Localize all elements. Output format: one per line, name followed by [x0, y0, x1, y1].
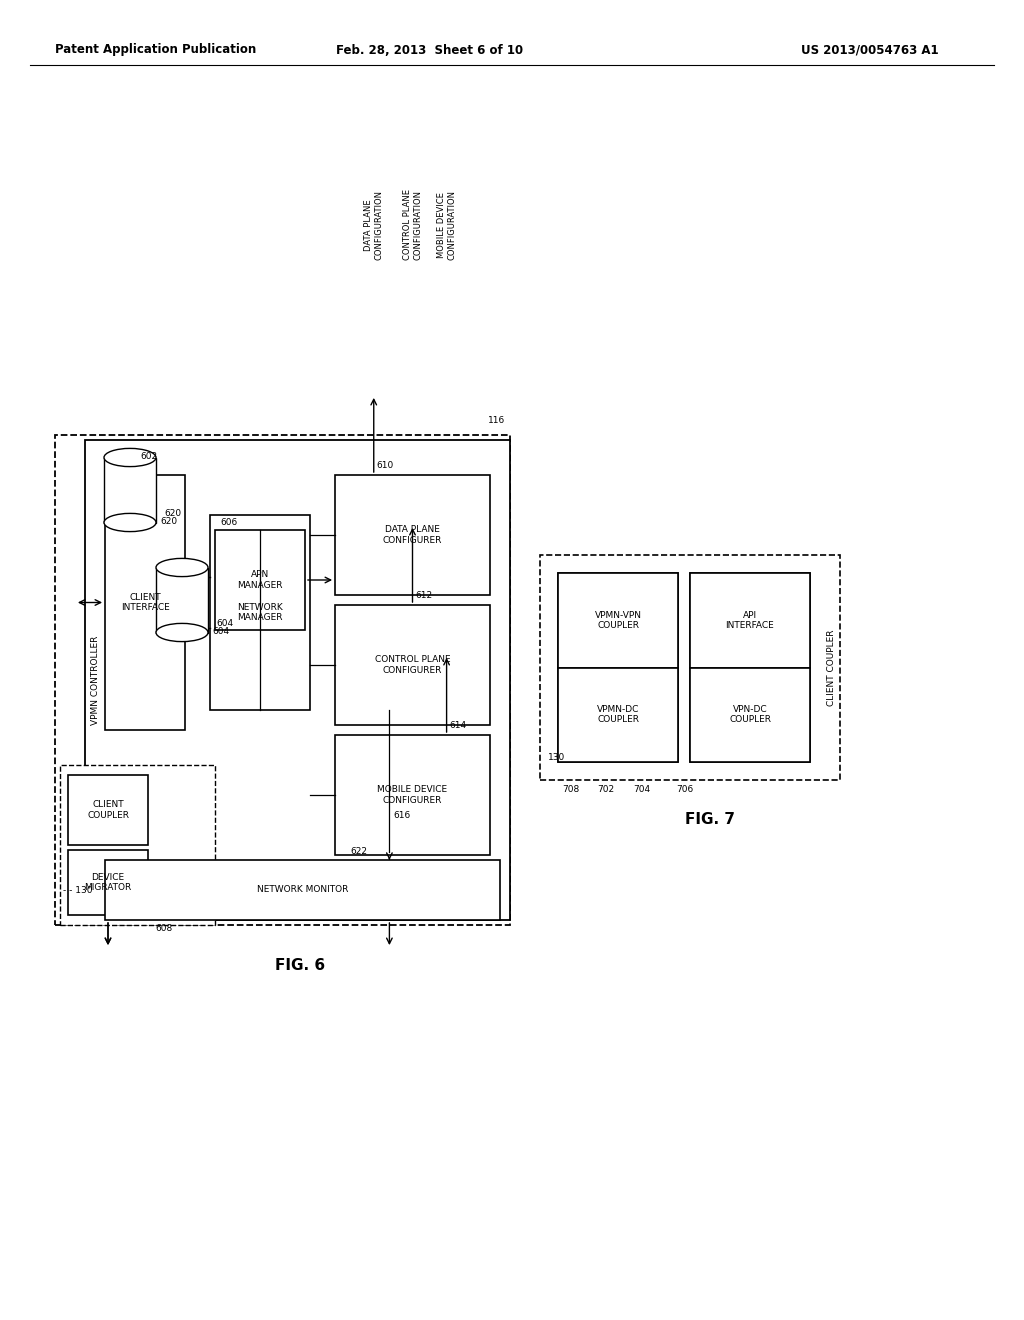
Text: APN
MANAGER: APN MANAGER: [238, 570, 283, 590]
Bar: [690, 573, 810, 762]
Bar: [68, 850, 148, 915]
Bar: [558, 668, 678, 762]
Text: DEVICE
MIGRATOR: DEVICE MIGRATOR: [84, 873, 132, 892]
Text: VPMN-VPN
COUPLER: VPMN-VPN COUPLER: [595, 611, 641, 630]
Text: 608: 608: [155, 924, 172, 933]
Bar: [335, 605, 490, 725]
Ellipse shape: [104, 449, 156, 466]
Text: NETWORK
MANAGER: NETWORK MANAGER: [238, 603, 283, 622]
Text: 620: 620: [164, 508, 181, 517]
Text: 614: 614: [450, 721, 467, 730]
Text: 606: 606: [220, 517, 238, 527]
Bar: [210, 515, 310, 710]
Text: 702: 702: [597, 785, 614, 795]
Text: 612: 612: [416, 591, 432, 601]
Bar: [335, 735, 490, 855]
Text: 708: 708: [562, 785, 580, 795]
Text: 130: 130: [548, 752, 565, 762]
Text: FIG. 7: FIG. 7: [685, 813, 735, 828]
Text: VPMN-DC
COUPLER: VPMN-DC COUPLER: [597, 705, 639, 725]
Text: 116: 116: [487, 416, 505, 425]
Text: 704: 704: [634, 785, 650, 795]
Text: 610: 610: [377, 461, 394, 470]
Text: 602: 602: [140, 451, 157, 461]
Bar: [690, 668, 810, 762]
Text: 706: 706: [677, 785, 693, 795]
Bar: [540, 554, 840, 780]
Bar: [105, 861, 500, 920]
Ellipse shape: [156, 558, 208, 577]
Bar: [55, 436, 510, 925]
Bar: [68, 775, 148, 845]
Text: CLIENT
INTERFACE: CLIENT INTERFACE: [121, 593, 169, 612]
Bar: [215, 531, 305, 630]
Bar: [690, 573, 810, 668]
Bar: [558, 573, 678, 762]
Text: MOBILE DEVICE
CONFIGURATION: MOBILE DEVICE CONFIGURATION: [437, 190, 457, 260]
Text: FIG. 6: FIG. 6: [274, 957, 325, 973]
Text: 622: 622: [350, 847, 367, 855]
Text: 604: 604: [216, 619, 233, 627]
Bar: [104, 458, 156, 523]
Bar: [105, 475, 185, 730]
Text: 616: 616: [393, 810, 411, 820]
Text: DATA PLANE
CONFIGURER: DATA PLANE CONFIGURER: [383, 525, 442, 545]
Text: CLIENT COUPLER: CLIENT COUPLER: [827, 630, 837, 706]
Bar: [85, 440, 510, 920]
Text: NETWORK MONITOR: NETWORK MONITOR: [257, 886, 348, 895]
Text: 620: 620: [160, 517, 177, 525]
Text: DATA PLANE
CONFIGURATION: DATA PLANE CONFIGURATION: [365, 190, 383, 260]
Bar: [335, 475, 490, 595]
Text: CONTROL PLANE
CONFIGURER: CONTROL PLANE CONFIGURER: [375, 655, 451, 675]
Text: API
INTERFACE: API INTERFACE: [726, 611, 774, 630]
Ellipse shape: [104, 513, 156, 532]
Text: CONTROL PLANE
CONFIGURATION: CONTROL PLANE CONFIGURATION: [402, 189, 422, 260]
Text: VPMN CONTROLLER: VPMN CONTROLLER: [90, 635, 99, 725]
Text: US 2013/0054763 A1: US 2013/0054763 A1: [801, 44, 939, 57]
Bar: [156, 568, 208, 632]
Text: 604: 604: [212, 627, 229, 636]
Text: VPN-DC
COUPLER: VPN-DC COUPLER: [729, 705, 771, 725]
Ellipse shape: [156, 623, 208, 642]
Bar: [60, 766, 215, 925]
Text: - - 130: - - 130: [63, 886, 92, 895]
Bar: [558, 573, 678, 668]
Text: Feb. 28, 2013  Sheet 6 of 10: Feb. 28, 2013 Sheet 6 of 10: [337, 44, 523, 57]
Text: CLIENT
COUPLER: CLIENT COUPLER: [87, 800, 129, 820]
Text: MOBILE DEVICE
CONFIGURER: MOBILE DEVICE CONFIGURER: [378, 785, 447, 805]
Text: Patent Application Publication: Patent Application Publication: [55, 44, 256, 57]
